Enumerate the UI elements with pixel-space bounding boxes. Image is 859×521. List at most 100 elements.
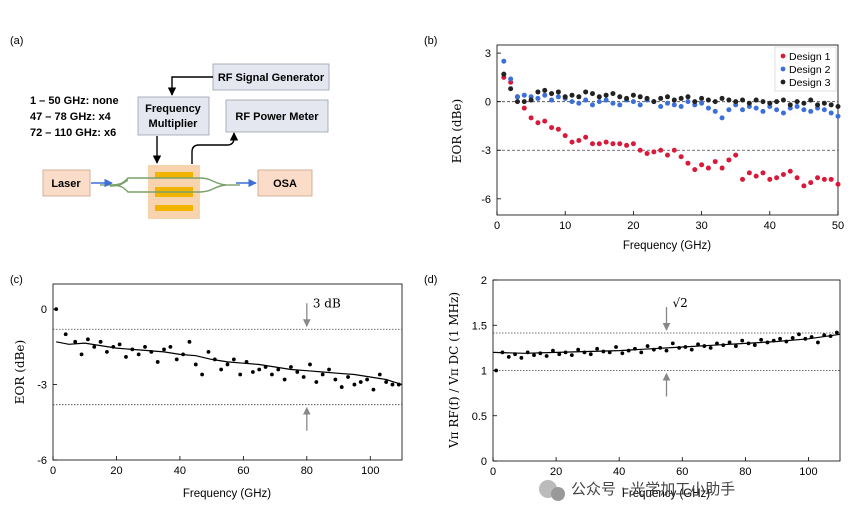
d-xtick-label: 60	[676, 466, 688, 478]
b-point-design-2	[549, 97, 555, 103]
panel-c-label: (c)	[10, 274, 23, 286]
legend-label-design-3: Design 3	[789, 77, 831, 89]
chart-c-fit-curve	[56, 341, 403, 386]
c-data-point	[117, 342, 122, 347]
d-data-point	[569, 353, 574, 358]
b-point-design-1	[589, 141, 595, 147]
b-point-design-2	[521, 92, 527, 98]
d-data-point	[734, 344, 738, 348]
chart-c-ticks: 0 20 40 60 80 100 0 -3 -6	[37, 304, 379, 477]
b-point-design-3	[555, 89, 561, 95]
d-ytick-label: 0.5	[472, 411, 487, 423]
c-xtick-label: 20	[110, 465, 122, 477]
b-point-design-2	[705, 105, 711, 111]
b-point-design-2	[610, 100, 616, 106]
d-data-point	[620, 351, 625, 356]
d-data-point	[544, 354, 549, 358]
b-xtick-label: 40	[764, 220, 776, 232]
b-point-design-2	[617, 102, 623, 108]
b-point-design-1	[521, 105, 527, 111]
c-data-point	[143, 344, 147, 349]
b-point-design-1	[596, 141, 602, 147]
b-point-design-2	[603, 97, 609, 103]
b-point-design-3	[514, 99, 520, 105]
c-data-point	[162, 347, 166, 352]
b-point-design-1	[644, 150, 650, 156]
c-data-point	[289, 365, 293, 369]
b-point-design-1	[774, 175, 780, 181]
b-point-design-1	[815, 175, 821, 181]
d-data-point	[614, 345, 618, 349]
b-point-design-3	[651, 99, 657, 105]
b-point-design-1	[651, 149, 657, 155]
b-point-design-2	[589, 102, 595, 108]
mzi-waveguides	[100, 177, 240, 193]
b-xtick-label: 10	[559, 220, 571, 232]
b-point-design-1	[719, 165, 725, 171]
chart-d-ticks: 0 20 40 60 80 100 0 0.5 1 1.5 2	[472, 275, 818, 478]
chart-d-reference-lines	[493, 332, 840, 371]
d-data-point	[727, 340, 732, 345]
b-point-design-3	[794, 99, 800, 105]
b-point-design-1	[685, 160, 691, 166]
chart-d-points	[494, 330, 839, 373]
b-point-design-3	[740, 97, 746, 103]
electrode-top	[155, 172, 193, 178]
b-point-design-2	[685, 99, 691, 105]
b-point-design-2	[542, 92, 548, 98]
d-xtick-label: 0	[490, 466, 496, 478]
b-ytick-label: 0	[485, 97, 491, 109]
b-ytick-label: -3	[481, 145, 491, 157]
wechat-icon-bubble	[551, 487, 565, 501]
b-point-design-3	[746, 100, 752, 106]
chart-c-annotation: 3 dB	[313, 296, 341, 310]
b-xtick-label: 30	[695, 220, 707, 232]
c-ytick-label: 0	[41, 304, 47, 316]
c-data-point	[333, 377, 338, 382]
c-xtick-label: 0	[50, 465, 56, 477]
watermark: 公众号 · 光学加工小助手	[539, 480, 735, 501]
osa-label: OSA	[273, 178, 297, 190]
b-xtick-label: 50	[832, 220, 844, 232]
b-point-design-2	[753, 105, 759, 111]
chart-c-frame	[52, 283, 403, 461]
b-point-design-1	[760, 170, 766, 176]
b-point-design-2	[760, 108, 766, 114]
d-data-point	[506, 355, 511, 359]
b-point-design-2	[514, 94, 520, 100]
legend-label-design-2: Design 2	[789, 64, 831, 76]
b-point-design-1	[671, 147, 677, 153]
c-xtick-label: 80	[301, 465, 313, 477]
b-point-design-2	[596, 99, 602, 105]
chart-c-points	[54, 307, 401, 392]
b-point-design-2	[821, 107, 827, 113]
b-point-design-3	[692, 99, 698, 105]
b-point-design-1	[801, 183, 807, 189]
b-point-design-1	[549, 125, 555, 131]
rf-power-meter-box	[225, 99, 329, 133]
b-point-design-3	[733, 99, 739, 105]
c-data-point	[231, 357, 236, 362]
multiplier-table-row-3: 72 – 110 GHz: x6	[30, 127, 116, 139]
b-point-design-3	[569, 92, 575, 98]
b-point-design-2	[637, 102, 643, 108]
b-point-design-3	[549, 91, 555, 97]
b-point-design-2	[780, 110, 786, 116]
d-data-point	[557, 352, 562, 357]
chart-c-reference-lines	[53, 328, 402, 406]
d-data-point	[532, 353, 536, 358]
electrode-bottom	[155, 205, 193, 211]
b-point-design-1	[562, 133, 568, 139]
c-data-point	[136, 352, 141, 357]
rf-signal-generator-box	[212, 63, 330, 91]
b-point-design-1	[808, 180, 814, 186]
c-data-point	[92, 344, 97, 349]
d-data-point	[519, 355, 524, 360]
d-data-point	[670, 341, 675, 346]
b-point-design-3	[726, 97, 732, 103]
d-data-point	[708, 345, 713, 350]
c-xtick-label: 60	[237, 465, 249, 477]
d-data-point	[639, 350, 644, 355]
